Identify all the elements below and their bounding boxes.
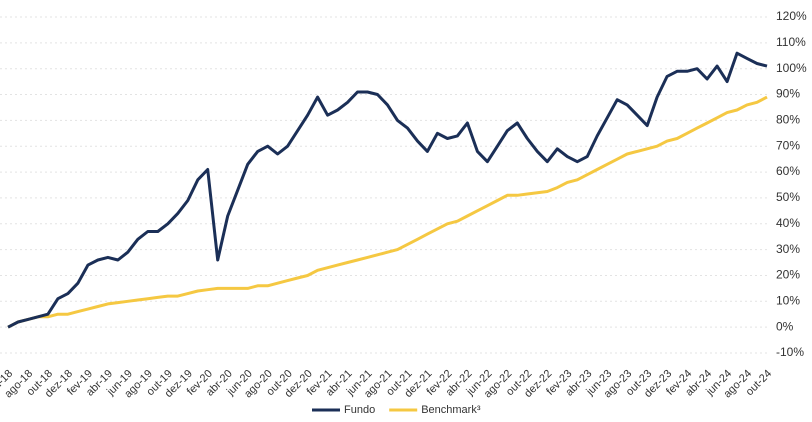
y-tick-label: -10% <box>776 345 804 359</box>
y-tick-label: 100% <box>776 61 807 75</box>
y-tick-label: 90% <box>776 87 800 101</box>
y-tick-label: 60% <box>776 164 800 178</box>
legend-label: Benchmark³ <box>421 404 481 416</box>
y-tick-label: 20% <box>776 268 800 282</box>
series-line <box>7 95 768 329</box>
legend: Fundo Benchmark³ <box>312 404 481 416</box>
y-tick-label: 0% <box>776 319 794 333</box>
y-tick-label: 110% <box>776 35 806 49</box>
y-tick-label: 10% <box>776 293 800 307</box>
series-line <box>7 51 768 329</box>
y-tick-label: 70% <box>776 138 800 152</box>
y-tick-label: 120% <box>776 9 807 23</box>
y-tick-label: 40% <box>776 216 800 230</box>
y-tick-label: 30% <box>776 242 800 256</box>
legend-label: Fundo <box>344 404 375 416</box>
y-tick-label: 80% <box>776 113 800 127</box>
y-tick-label: 50% <box>776 190 800 204</box>
